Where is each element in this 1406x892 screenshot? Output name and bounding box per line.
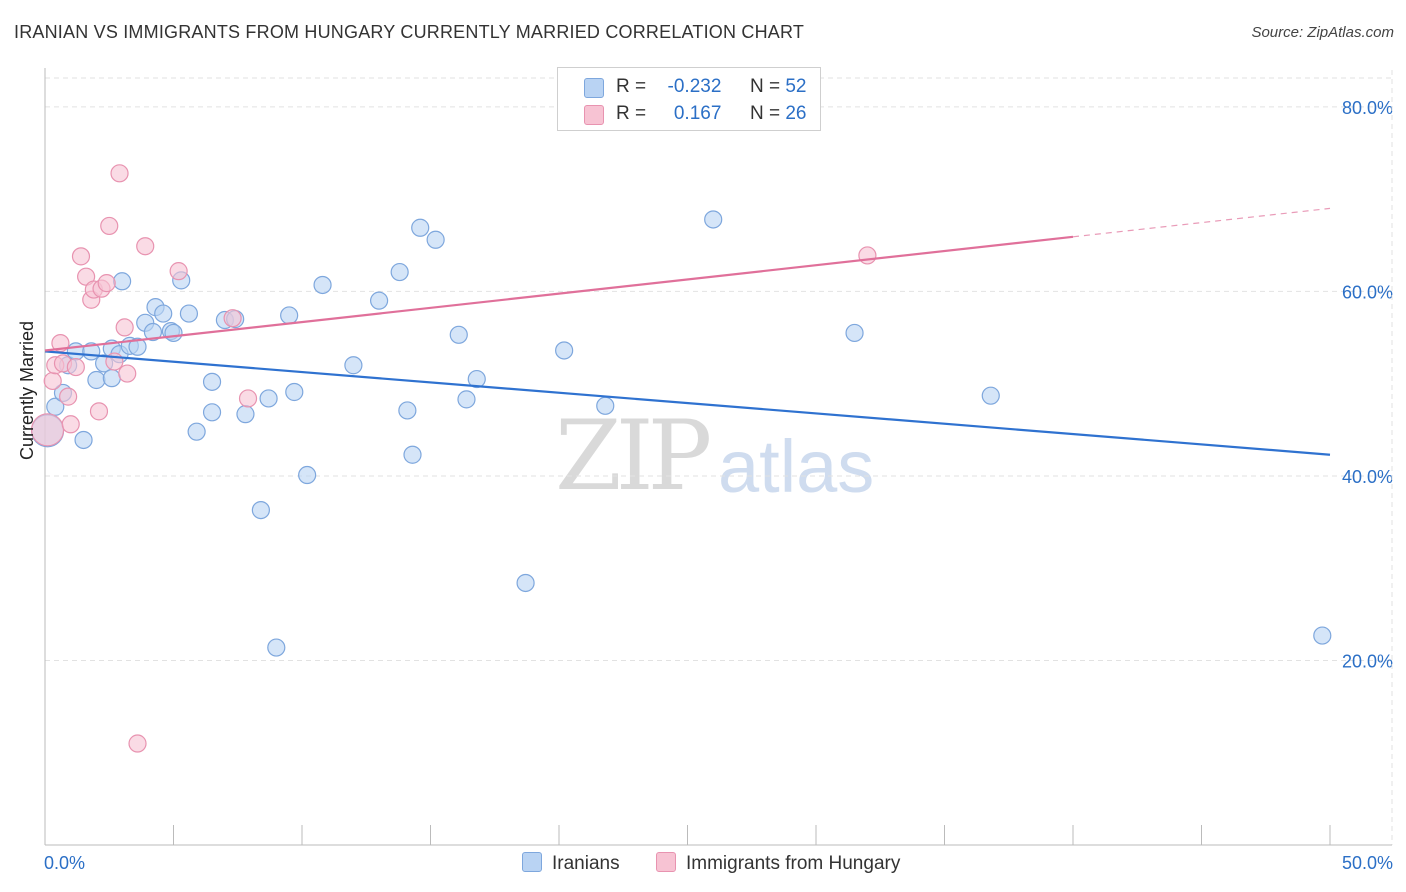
legend-r-value-2: 0.167 [673, 103, 722, 124]
hungary-point [169, 262, 188, 281]
bottom-legend-swatch-blue [522, 852, 542, 872]
legend-n-value-2: 26 [785, 103, 807, 124]
iranian-point [179, 304, 199, 323]
y-tick-label: 80.0% [1342, 98, 1393, 118]
bottom-legend-swatch-pink [656, 852, 676, 872]
hungary-point [71, 247, 91, 266]
iranian-point [313, 275, 332, 295]
iranian-point [112, 272, 132, 291]
legend-n-label-1: N = [749, 76, 781, 97]
iranian-point [467, 369, 486, 389]
iranian-point [280, 306, 299, 325]
hungary-point [238, 389, 258, 408]
iranian-point [164, 323, 183, 343]
iranian-point [267, 638, 286, 657]
iranian-point [981, 386, 1000, 405]
source-label: Source: ZipAtlas.com [1251, 24, 1394, 41]
bottom-legend-label-hungary: Immigrants from Hungary [686, 853, 901, 874]
hungary-point [43, 371, 62, 391]
watermark-atlas: atlas [718, 425, 875, 508]
legend-swatch-pink [584, 105, 604, 125]
iranian-point [344, 356, 363, 375]
x-tick-label: 0.0% [44, 853, 85, 873]
y-tick-label: 20.0% [1342, 651, 1393, 671]
hungary-point [136, 237, 155, 256]
hungary-point [110, 164, 129, 183]
legend-n-value-1: 52 [785, 76, 807, 97]
hungary-trend-line [44, 235, 1074, 352]
hungary-point [97, 274, 116, 293]
hungary-point [223, 309, 242, 328]
iranian-point [390, 262, 409, 282]
iranian-point [259, 389, 278, 408]
hungary-point [61, 415, 80, 434]
iranian-point [555, 341, 574, 360]
iranian-point [1313, 626, 1332, 645]
y-axis-label: Currently Married [17, 320, 37, 460]
hungary-point [89, 402, 109, 421]
hungary-point [100, 216, 119, 236]
hungary-point [118, 364, 137, 383]
hungary-trend-line-dashed [1072, 207, 1331, 238]
iranian-point [143, 322, 163, 342]
bottom-legend-hungary: Immigrants from Hungary [656, 852, 900, 875]
iranian-point [236, 405, 255, 424]
y-tick-label: 60.0% [1342, 282, 1393, 302]
iranian-point [403, 445, 422, 464]
legend-r-value-1: -0.232 [667, 76, 722, 97]
iranian-point [457, 390, 476, 409]
iranian-point [202, 372, 222, 391]
hungary-point [59, 387, 78, 406]
hungary-point [858, 246, 877, 265]
legend-n-label-2: N = [749, 103, 781, 124]
legend-swatch-blue [584, 78, 604, 98]
bottom-legend-iranians: Iranians [522, 852, 620, 875]
iranian-point [398, 401, 417, 420]
watermark-zip: ZIP [555, 400, 712, 512]
bottom-legend-label-iranians: Iranians [552, 853, 620, 874]
iranian-point [596, 396, 615, 415]
iranian-point [426, 230, 445, 249]
iranian-point [87, 370, 106, 390]
iranian-point [74, 430, 93, 450]
hungary-point [115, 318, 134, 337]
iranian-point [202, 403, 222, 422]
hungary-point [66, 357, 85, 377]
legend-r-label-1: R = [616, 76, 647, 97]
iranian-point [370, 291, 389, 310]
iranian-point [251, 500, 270, 520]
iranian-trend-line [44, 350, 1331, 456]
iranian-point [449, 325, 468, 344]
x-tick-label: 50.0% [1342, 853, 1393, 873]
iranian-point [128, 337, 147, 356]
y-tick-label: 40.0% [1342, 467, 1393, 487]
legend-box: R = -0.232 N = 52 R = 0.167 N = 26 [557, 67, 821, 131]
iranian-point [845, 323, 864, 343]
legend-r-label-2: R = [616, 103, 647, 124]
iranian-point [187, 422, 206, 441]
iranian-point [411, 218, 430, 237]
iranian-point [285, 382, 304, 402]
iranian-point [516, 573, 535, 593]
chart-title: IRANIAN VS IMMIGRANTS FROM HUNGARY CURRE… [14, 22, 805, 42]
iranian-point [102, 369, 121, 388]
iranian-point [298, 465, 317, 485]
hungary-point [128, 734, 147, 753]
iranian-point [704, 210, 723, 229]
iranian-point [154, 304, 173, 323]
